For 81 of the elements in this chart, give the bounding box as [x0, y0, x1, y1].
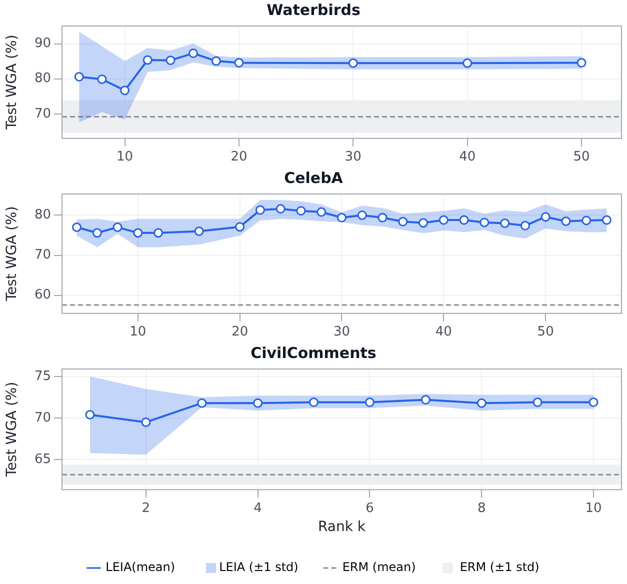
- point: [112, 222, 122, 232]
- x-tick-label: 8: [477, 500, 486, 516]
- point: [364, 398, 374, 408]
- point: [438, 215, 448, 225]
- y-tick-label: 80: [34, 208, 51, 223]
- point: [197, 398, 207, 408]
- y-tick-label: 75: [34, 368, 51, 384]
- x-tick-label: 10: [116, 150, 134, 165]
- point: [588, 398, 598, 408]
- x-tick-label: 2: [142, 500, 150, 516]
- x-tick-label: 20: [232, 324, 248, 340]
- point: [234, 58, 244, 68]
- point: [476, 398, 486, 408]
- point: [378, 212, 388, 222]
- point: [166, 56, 176, 66]
- point: [253, 398, 263, 408]
- x-tick-label: 20: [230, 150, 248, 165]
- legend-label: ERM (mean): [342, 560, 416, 574]
- point: [459, 215, 469, 225]
- point: [142, 55, 152, 65]
- legend-label: LEIA(mean): [106, 560, 176, 574]
- x-tick-label: 4: [254, 500, 262, 516]
- point: [255, 205, 265, 215]
- point: [357, 210, 367, 220]
- point: [141, 417, 151, 427]
- point: [92, 228, 102, 238]
- point: [337, 212, 346, 222]
- point: [398, 216, 408, 226]
- point: [540, 212, 550, 222]
- x-tick-label: 50: [573, 150, 590, 165]
- point: [418, 218, 428, 228]
- y-tick-label: 70: [34, 248, 51, 263]
- point: [72, 222, 82, 232]
- x-tick-label: 50: [537, 324, 554, 340]
- y-tick-label: 80: [34, 71, 51, 86]
- point: [74, 72, 84, 82]
- point: [309, 398, 319, 408]
- x-axis-title: Rank k: [318, 519, 366, 536]
- point: [561, 216, 571, 226]
- y-tick-label: 65: [34, 452, 51, 468]
- point: [296, 206, 306, 216]
- chart-title: Waterbirds: [266, 0, 360, 19]
- point: [348, 58, 358, 68]
- y-axis-title: Test WGA (%): [4, 382, 20, 478]
- x-tick-label: 10: [585, 500, 602, 516]
- legend-label: ERM (±1 std): [460, 560, 540, 574]
- point: [462, 58, 472, 68]
- point: [480, 218, 490, 228]
- x-tick-label: 30: [344, 150, 362, 165]
- y-tick-label: 70: [34, 410, 51, 426]
- point: [97, 74, 107, 84]
- y-axis-title: Test WGA (%): [4, 206, 20, 302]
- point: [133, 228, 143, 238]
- x-tick-label: 10: [130, 324, 146, 340]
- point: [120, 86, 130, 96]
- chart-title: CelebA: [284, 168, 344, 187]
- x-tick-label: 40: [435, 324, 452, 340]
- x-tick-label: 30: [333, 324, 350, 340]
- text: LEIA (±1 std): [219, 560, 298, 574]
- point: [235, 222, 245, 232]
- point: [276, 204, 286, 214]
- y-axis-title: Test WGA (%): [4, 34, 20, 131]
- point: [500, 218, 510, 228]
- y-tick-label: 60: [34, 288, 51, 303]
- point: [532, 398, 542, 408]
- y-tick-label: 70: [34, 106, 51, 122]
- x-tick-label: 40: [459, 150, 476, 165]
- point: [188, 48, 198, 58]
- y-tick-label: 90: [34, 36, 51, 52]
- x-tick-label: 6: [366, 500, 374, 516]
- point: [194, 226, 204, 236]
- chart-title: CivilComments: [250, 344, 376, 362]
- point: [576, 58, 586, 68]
- point: [582, 216, 592, 226]
- point: [316, 207, 326, 217]
- point: [211, 56, 221, 66]
- point: [420, 395, 430, 405]
- point: [85, 410, 95, 420]
- point: [520, 220, 530, 230]
- point: [602, 215, 612, 225]
- point: [154, 228, 164, 238]
